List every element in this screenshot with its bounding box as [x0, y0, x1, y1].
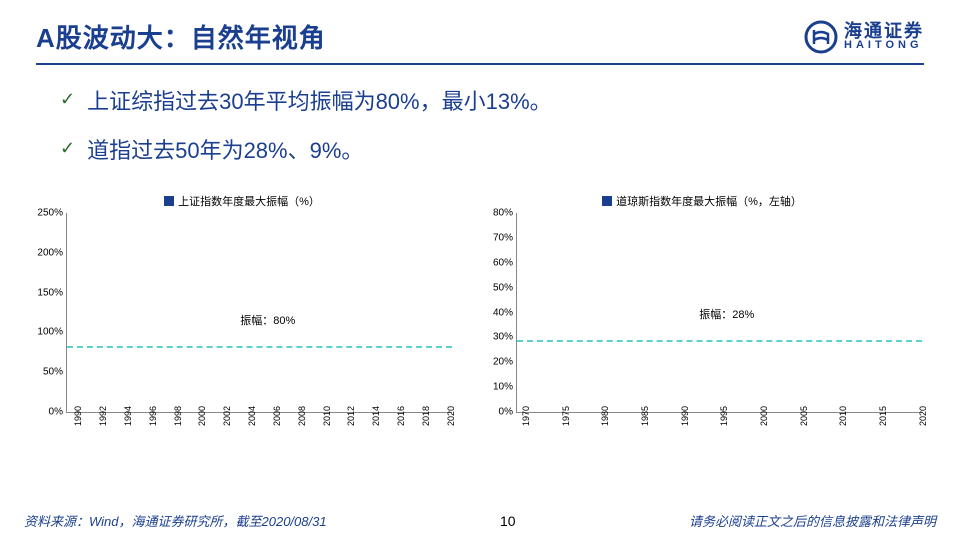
check-icon: ✓	[60, 89, 75, 110]
y-tick-label: 0%	[49, 407, 67, 418]
logo-text-cn: 海通证券	[844, 22, 924, 40]
logo-text-en: HAITONG	[844, 40, 924, 51]
bullet-text: 道指过去50年为28%、9%。	[87, 134, 363, 167]
bullet-text: 上证综指过去30年平均振幅为80%，最小13%。	[87, 85, 552, 118]
dji-volatility-chart: 道琼斯指数年度最大振幅（%，左轴） 0%10%20%30%40%50%60%70%…	[482, 193, 922, 413]
x-labels: 1970197519801985199019952000200520102015…	[517, 412, 922, 446]
y-tick-label: 250%	[37, 208, 67, 219]
footer: 资料来源：Wind，海通证券研究所，截至2020/08/31 10 请务必阅读正…	[0, 511, 960, 530]
footer-source: 资料来源：Wind，海通证券研究所，截至2020/08/31	[24, 511, 327, 530]
bullet-item: ✓ 道指过去50年为28%、9%。	[60, 134, 900, 167]
x-tick-label: 2020	[918, 406, 928, 426]
header-divider	[36, 63, 924, 65]
y-tick-label: 0%	[499, 407, 517, 418]
y-tick-label: 200%	[37, 247, 67, 258]
y-tick-label: 20%	[493, 357, 517, 368]
x-labels: 1990199219941996199820002002200420062008…	[67, 412, 452, 446]
sse-volatility-chart: 上证指数年度最大振幅（%） 0%50%100%150%200%250%振幅：80%…	[32, 193, 452, 413]
bars-container	[517, 213, 922, 412]
y-tick-label: 50%	[493, 282, 517, 293]
page-title: A股波动大：自然年视角	[36, 18, 326, 55]
y-tick-label: 30%	[493, 332, 517, 343]
x-tick-label: 2020	[446, 406, 456, 426]
logo-icon	[804, 20, 838, 54]
y-tick-label: 70%	[493, 232, 517, 243]
bars-container	[67, 213, 452, 412]
brand-logo: 海通证券 HAITONG	[804, 20, 924, 54]
y-tick-label: 10%	[493, 382, 517, 393]
charts-row: 上证指数年度最大振幅（%） 0%50%100%150%200%250%振幅：80%…	[0, 183, 960, 413]
plot-area: 0%50%100%150%200%250%振幅：80%1990199219941…	[66, 213, 452, 413]
check-icon: ✓	[60, 138, 75, 159]
y-tick-label: 80%	[493, 208, 517, 219]
y-tick-label: 100%	[37, 327, 67, 338]
bullet-item: ✓ 上证综指过去30年平均振幅为80%，最小13%。	[60, 85, 900, 118]
page-number: 10	[500, 513, 516, 529]
footer-disclaimer: 请务必阅读正文之后的信息披露和法律声明	[689, 511, 936, 530]
chart-legend: 上证指数年度最大振幅（%）	[32, 193, 452, 209]
y-tick-label: 150%	[37, 287, 67, 298]
header: A股波动大：自然年视角 海通证券 HAITONG	[0, 0, 960, 63]
bullet-list: ✓ 上证综指过去30年平均振幅为80%，最小13%。 ✓ 道指过去50年为28%…	[0, 79, 960, 167]
y-tick-label: 40%	[493, 307, 517, 318]
chart-legend: 道琼斯指数年度最大振幅（%，左轴）	[482, 193, 922, 209]
y-tick-label: 60%	[493, 257, 517, 268]
plot-area: 0%10%20%30%40%50%60%70%80%振幅：28%19701975…	[516, 213, 922, 413]
y-tick-label: 50%	[43, 367, 67, 378]
